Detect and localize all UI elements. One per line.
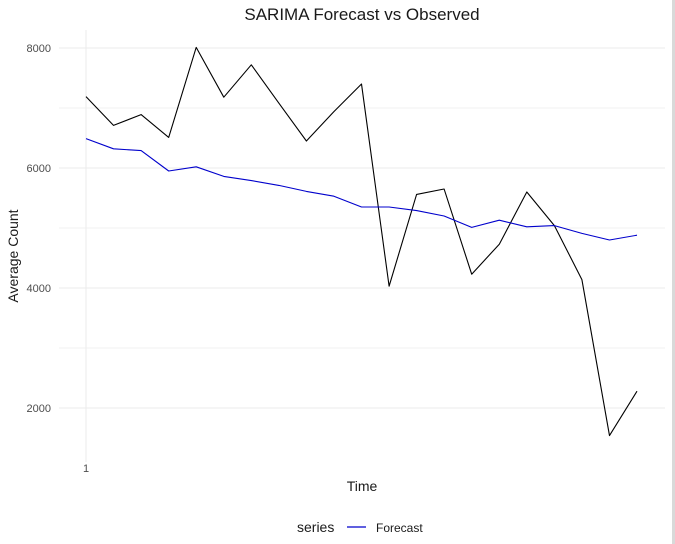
legend: series Forecast — [297, 519, 423, 535]
x-axis-ticks: 1 — [83, 463, 89, 475]
x-axis-title: Time — [347, 478, 378, 494]
y-tick-label: 8000 — [27, 43, 51, 55]
window-edge — [672, 0, 675, 544]
x-tick-label: 1 — [83, 463, 89, 475]
series-lines — [85, 46, 638, 437]
y-axis-ticks: 2000 4000 6000 8000 — [27, 43, 51, 415]
series-line-observed — [85, 46, 638, 437]
grid — [59, 30, 665, 462]
y-tick-label: 2000 — [27, 403, 51, 415]
chart-title: SARIMA Forecast vs Observed — [244, 5, 479, 24]
y-tick-label: 6000 — [27, 163, 51, 175]
y-tick-label: 4000 — [27, 283, 51, 295]
legend-title: series — [297, 519, 334, 535]
series-line-forecast — [85, 138, 638, 241]
y-axis-title: Average Count — [5, 209, 21, 302]
legend-label-forecast: Forecast — [376, 521, 423, 535]
